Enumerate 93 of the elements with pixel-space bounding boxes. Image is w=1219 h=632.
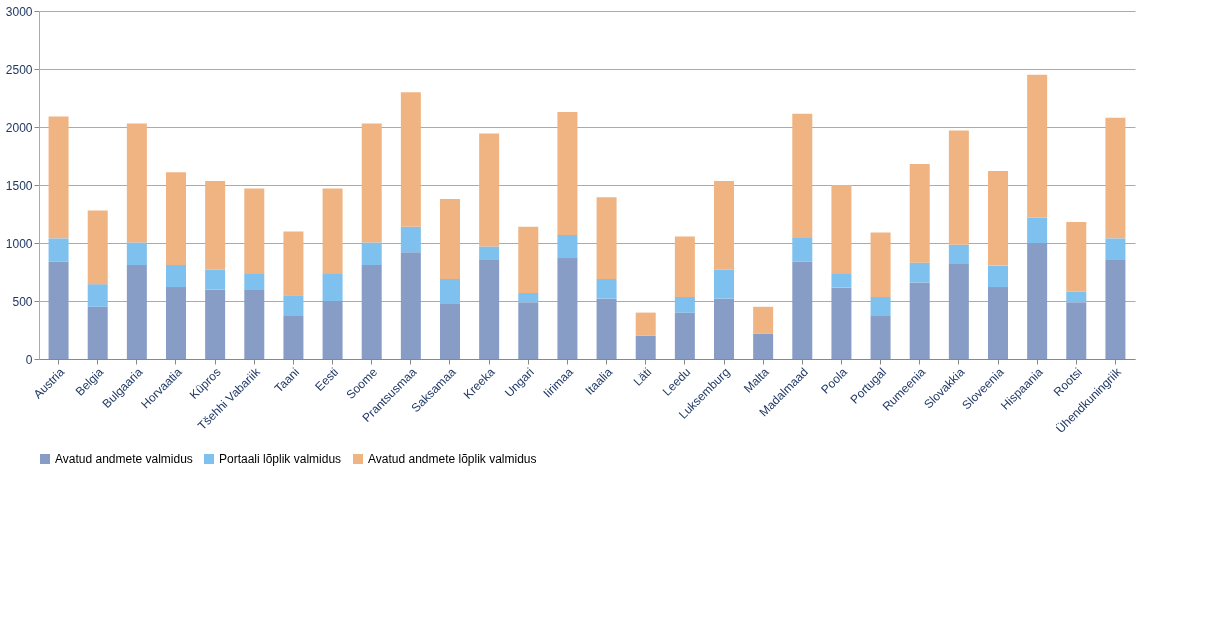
bar	[1027, 74, 1048, 218]
bar	[166, 265, 186, 288]
legend-label: Avatud andmete valmidus	[55, 452, 193, 466]
bar	[126, 242, 147, 266]
bar	[244, 289, 265, 359]
y-tick-label: 0	[25, 352, 33, 367]
bar	[831, 287, 852, 359]
bar	[126, 265, 147, 359]
bar	[479, 133, 500, 247]
legend-label: Avatud andmete lõplik valmidus	[368, 452, 537, 466]
bar	[479, 259, 500, 359]
bar	[988, 171, 1008, 266]
bar	[244, 188, 265, 274]
bar	[753, 333, 774, 359]
bar	[714, 180, 734, 270]
bar	[205, 269, 226, 290]
bar	[1105, 238, 1126, 260]
bar	[48, 261, 69, 359]
bar	[48, 116, 69, 239]
bar	[948, 130, 969, 245]
bar	[244, 273, 265, 290]
bar	[283, 295, 304, 317]
bar	[909, 282, 930, 359]
bar	[518, 292, 539, 303]
bar	[440, 278, 460, 304]
bar	[988, 265, 1008, 288]
bar	[635, 312, 656, 336]
bar	[988, 287, 1008, 359]
bar	[87, 284, 108, 307]
bar	[714, 298, 734, 359]
bar	[596, 298, 617, 359]
y-tick-label: 500	[12, 294, 33, 309]
bar	[674, 312, 695, 359]
bar	[1105, 117, 1126, 239]
bar	[322, 188, 343, 274]
bar	[635, 335, 656, 359]
bar	[831, 185, 852, 274]
y-tick-label: 3000	[5, 4, 33, 19]
bar	[1066, 222, 1087, 292]
bar	[518, 226, 539, 293]
bar	[48, 238, 69, 262]
bar	[596, 197, 617, 279]
bar	[400, 226, 421, 253]
bar	[557, 111, 578, 235]
bar	[909, 164, 930, 263]
bar	[792, 237, 813, 262]
bar	[283, 316, 304, 359]
bar	[831, 273, 852, 288]
bar	[674, 236, 695, 297]
bar	[909, 262, 930, 283]
bar	[870, 316, 891, 359]
bar	[361, 123, 382, 243]
bar	[1066, 291, 1087, 303]
bar	[674, 296, 695, 313]
bar	[557, 234, 578, 259]
y-tick-label: 2500	[5, 62, 33, 77]
bar	[400, 252, 421, 359]
bar	[948, 263, 969, 359]
bar	[870, 232, 891, 297]
bar	[948, 244, 969, 264]
legend-label: Portaali lõplik valmidus	[219, 452, 342, 466]
bar	[400, 92, 421, 227]
bar	[166, 287, 186, 359]
bar	[205, 289, 226, 359]
bar	[322, 273, 343, 301]
bar	[1105, 259, 1126, 359]
bar	[283, 231, 304, 296]
bar	[205, 180, 226, 270]
y-tick-label: 1500	[5, 178, 33, 193]
bar	[361, 242, 382, 266]
bar	[1027, 217, 1048, 243]
bar	[87, 306, 108, 359]
bar	[126, 123, 147, 243]
y-tick-label: 2000	[5, 120, 33, 135]
bar	[322, 301, 343, 359]
bar	[753, 306, 774, 334]
bar	[792, 261, 813, 359]
bar	[440, 303, 460, 359]
bar	[1066, 302, 1087, 359]
bar	[166, 172, 186, 266]
bar	[518, 302, 539, 359]
bar	[714, 269, 734, 299]
bar	[440, 198, 460, 279]
bar	[870, 296, 891, 317]
bar	[1027, 243, 1048, 359]
bar	[479, 246, 500, 260]
x-tick-label: Läti	[630, 365, 655, 389]
bar	[792, 113, 813, 238]
bar	[557, 258, 578, 359]
bar	[87, 210, 108, 285]
y-tick-label: 1000	[5, 236, 33, 251]
bar	[361, 265, 382, 359]
bar	[596, 278, 617, 299]
